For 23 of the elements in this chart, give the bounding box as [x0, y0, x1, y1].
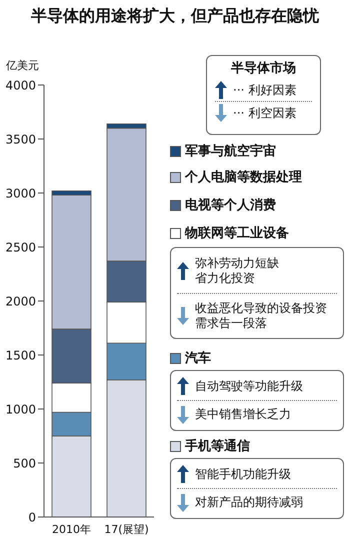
- chart-title: 半导体的用途将扩大，但产品也存在隐忧: [30, 6, 320, 27]
- key-box: 半导体市场 ··· 利好因素 ··· 利空因素: [206, 55, 321, 135]
- y-tick-label: 2000: [5, 294, 36, 308]
- y-tick-label: 3000: [5, 186, 36, 200]
- y-tick-label: 1000: [5, 402, 36, 416]
- note-box: 自动驾驶等功能升级 美中销售增长乏力: [170, 370, 344, 431]
- legend-label: 军事与航空宇宙: [185, 142, 276, 160]
- note-box: 智能手机功能升级 对新产品的期待减弱: [170, 458, 344, 519]
- y-tick-label: 3500: [5, 132, 36, 146]
- legend-label: 个人电脑等数据处理: [185, 168, 302, 186]
- y-tick-label: 1500: [5, 348, 36, 362]
- x-tick-label: 17(展望): [104, 522, 149, 536]
- x-tick-label: 2010年: [52, 522, 91, 536]
- y-axis-title: 亿美元: [6, 58, 39, 73]
- legend-label: 汽车: [185, 350, 211, 367]
- note-box: 弥补劳动力短缺省力化投资 收益恶化导致的设备投资需求告一段落: [170, 247, 344, 339]
- y-tick-label: 0: [28, 510, 36, 524]
- legend-label: 电视等个人消费: [185, 197, 276, 214]
- y-tick-label: 500: [13, 456, 36, 470]
- legend-label: 手机等通信: [185, 438, 250, 455]
- y-tick-label: 2500: [5, 240, 36, 254]
- legend-label: 物联网等工业设备: [185, 225, 289, 242]
- y-tick-label: 4000: [5, 78, 36, 92]
